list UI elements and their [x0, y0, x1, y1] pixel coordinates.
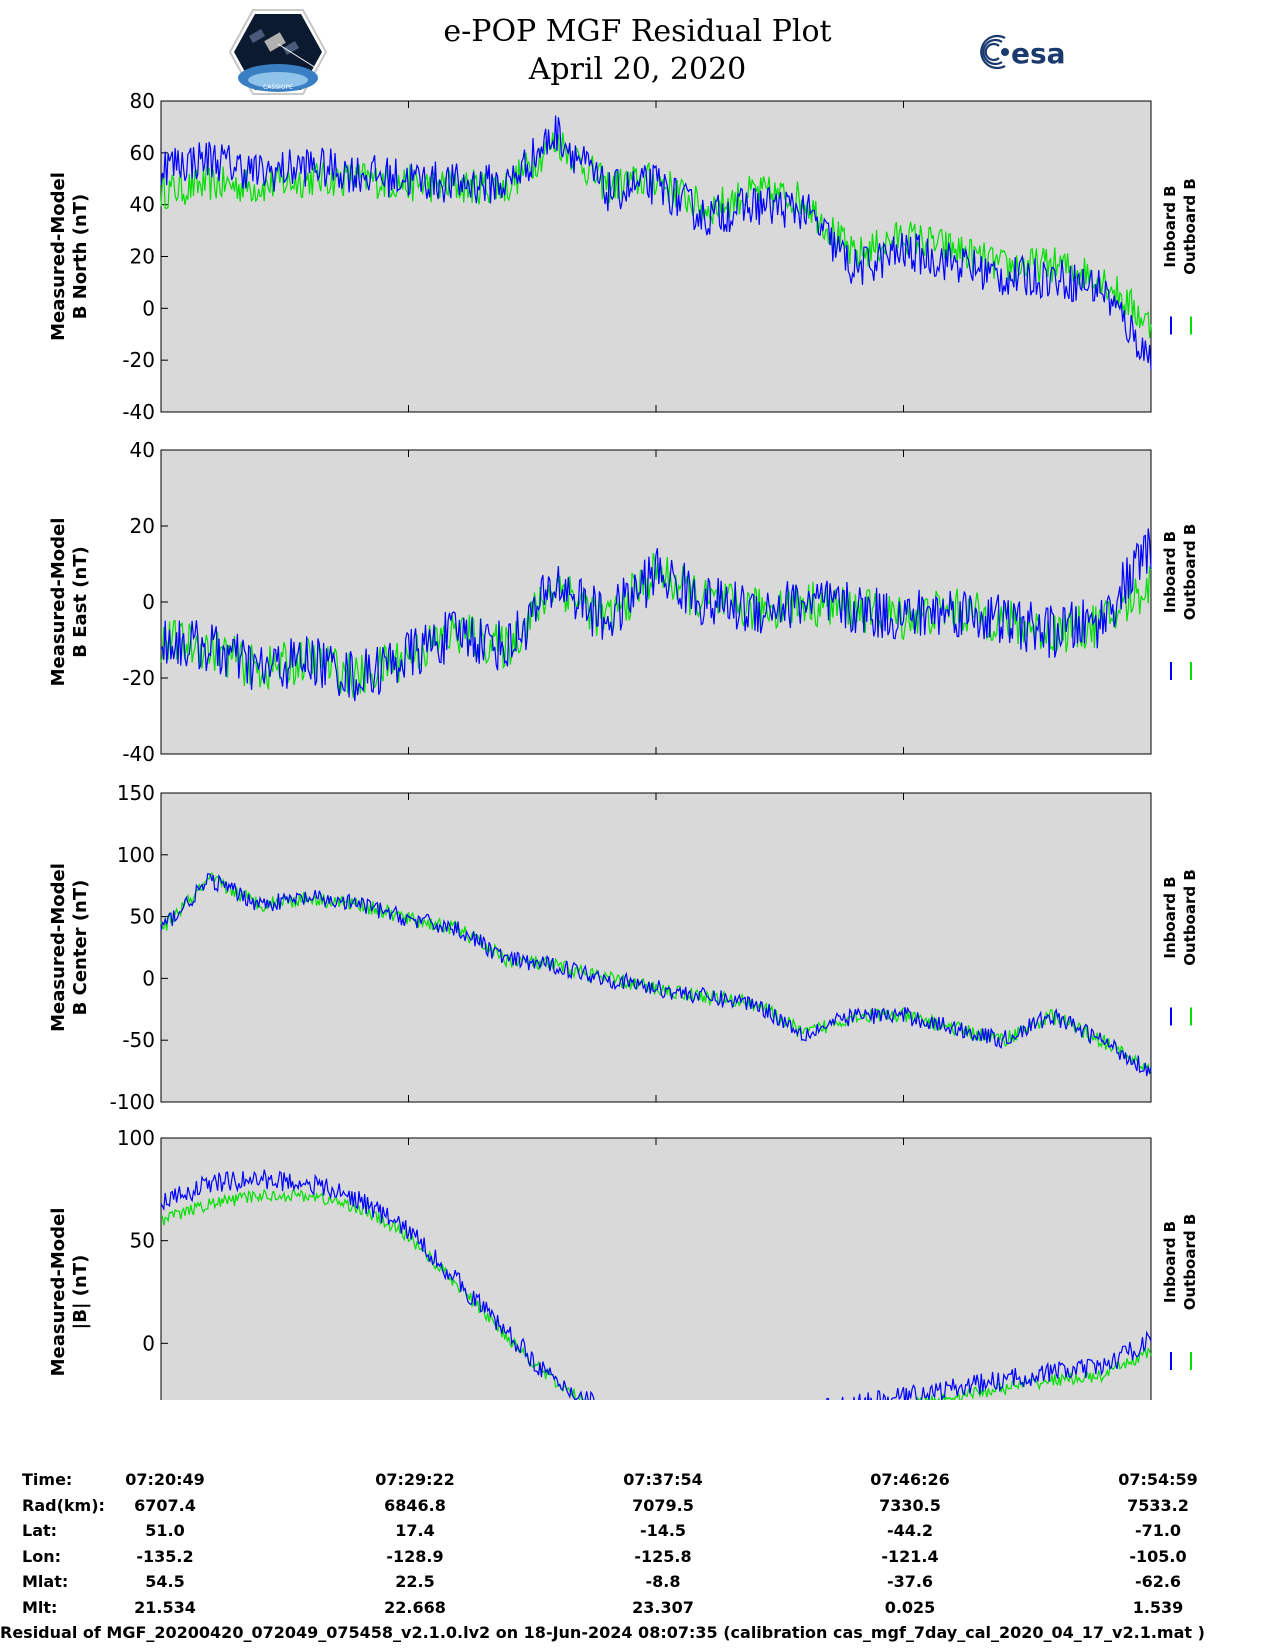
y-tick-label: -20 [122, 666, 155, 690]
ephemeris-value: -44.2 [886, 1521, 934, 1540]
legend-label: Outboard B [1181, 524, 1199, 621]
y-tick-label: 0 [142, 966, 155, 990]
legend-label: Inboard B [1161, 1221, 1179, 1303]
y-tick-label: 60 [130, 141, 155, 165]
plot-title: e-POP MGF Residual Plot [443, 14, 832, 49]
ephemeris-value: 07:20:49 [125, 1470, 205, 1489]
ephemeris-value: 07:29:22 [375, 1470, 455, 1489]
y-tick-label: 50 [130, 1229, 155, 1253]
y-tick-label: 20 [130, 514, 155, 538]
y-tick-label: -50 [122, 1028, 155, 1052]
plot-area [160, 1137, 1152, 1400]
ephemeris-value: -14.5 [639, 1521, 687, 1540]
ephemeris-value: -128.9 [386, 1546, 444, 1566]
legend-label: Inboard B [1161, 185, 1179, 267]
y-tick-label: -20 [122, 348, 155, 372]
ephemeris-value: 6707.4 [134, 1495, 196, 1515]
ephemeris-value: -8.8 [645, 1572, 681, 1591]
ephemeris-value: 6846.8 [384, 1495, 446, 1515]
legend-label: Outboard B [1181, 1214, 1199, 1311]
ephemeris-label: Time: [22, 1470, 73, 1489]
y-tick-label: 100 [117, 843, 155, 867]
y-axis-label: Measured-Model [48, 863, 69, 1032]
ephemeris-value: 51.0 [145, 1521, 185, 1540]
y-tick-label: -100 [110, 1090, 155, 1114]
legend-label: Outboard B [1181, 869, 1199, 966]
plot-area [160, 449, 1152, 755]
plot-area [160, 100, 1152, 413]
series-line-inboard [160, 528, 1152, 702]
series-line-inboard [160, 1169, 1152, 1400]
ephemeris-value: 07:54:59 [1118, 1470, 1198, 1489]
y-tick-label: 40 [130, 193, 155, 217]
y-tick-label: 0 [142, 590, 155, 614]
y-axis-label: B Center (nT) [70, 880, 91, 1016]
ephemeris-value: -121.4 [881, 1546, 939, 1566]
ephemeris-value: 54.5 [145, 1572, 185, 1591]
ephemeris-value: 07:46:26 [870, 1470, 950, 1489]
ephemeris-value: -37.6 [886, 1572, 934, 1591]
ephemeris-value: 23.307 [632, 1597, 694, 1617]
y-axis-label: Measured-Model [48, 172, 69, 341]
ephemeris-label: Mlt: [22, 1597, 58, 1617]
y-tick-label: 50 [130, 905, 155, 929]
legend-label: Inboard B [1161, 531, 1179, 613]
series-line-inboard [160, 115, 1152, 370]
ephemeris-value: -62.6 [1134, 1572, 1182, 1591]
legend-label: Inboard B [1161, 876, 1179, 958]
cassiope-logo: CASSIOPE [228, 9, 328, 95]
y-axis-label: Measured-Model [48, 1208, 69, 1377]
ephemeris-label: Mlat: [22, 1572, 69, 1591]
footer-text: Residual of MGF_20200420_072049_075458_v… [0, 1623, 1205, 1642]
ephemeris-value: -135.2 [136, 1546, 194, 1566]
y-tick-label: -40 [122, 742, 155, 766]
ephemeris-value: 17.4 [395, 1521, 435, 1540]
y-tick-label: 40 [130, 438, 155, 462]
ephemeris-value: 0.025 [884, 1597, 936, 1617]
cassiope-logo-text: CASSIOPE [263, 84, 293, 91]
legend-label: Outboard B [1181, 178, 1199, 275]
y-tick-label: 20 [130, 245, 155, 269]
y-tick-label: 0 [142, 296, 155, 320]
ephemeris-value: 7330.5 [879, 1495, 941, 1515]
chart-panel-2: 40 20 0 -20 -40 Measured-Model B East (nT) Inbo… [48, 438, 1199, 766]
y-axis-label: B North (nT) [70, 194, 91, 320]
ephemeris-value: 22.668 [384, 1597, 446, 1617]
plot-date: April 20, 2020 [528, 52, 747, 87]
y-tick-label: 80 [130, 89, 155, 113]
y-tick-label: -40 [122, 400, 155, 424]
esa-logo-text: esa [1011, 37, 1066, 70]
ephemeris-value: 1.539 [1132, 1597, 1184, 1617]
y-tick-label: 100 [117, 1126, 155, 1150]
ephemeris-value: 7079.5 [632, 1495, 694, 1515]
y-axis-label: B East (nT) [70, 546, 91, 658]
ephemeris-label: Lon: [22, 1546, 61, 1566]
ephemeris-value: 7533.2 [1127, 1495, 1189, 1515]
ephemeris-value: 22.5 [395, 1572, 435, 1591]
y-axis-label: Measured-Model [48, 518, 69, 687]
plot-area [160, 792, 1152, 1103]
ephemeris-value: -71.0 [1134, 1521, 1182, 1540]
series-line-inboard [160, 873, 1152, 1077]
ephemeris-label: Lat: [22, 1521, 58, 1540]
y-axis-label: |B| (nT) [70, 1255, 91, 1330]
y-tick-label: 0 [142, 1331, 155, 1355]
ephemeris-value: -105.0 [1129, 1546, 1187, 1566]
chart-panel-1: 80 60 40 20 0 -20 -40 Measured-Model B North (nT… [48, 89, 1199, 424]
ephemeris-value: -125.8 [634, 1546, 692, 1566]
ephemeris-value: 07:37:54 [623, 1470, 703, 1489]
y-tick-label: 150 [117, 781, 155, 805]
esa-logo: esa [980, 34, 1066, 70]
series-line-outboard [160, 1188, 1152, 1400]
ephemeris-label: Rad(km): [22, 1495, 105, 1515]
chart-panel-3: 150 100 50 0 -50 -100 Measured-Model B Center (… [48, 781, 1199, 1114]
ephemeris-value: 21.534 [134, 1597, 196, 1617]
